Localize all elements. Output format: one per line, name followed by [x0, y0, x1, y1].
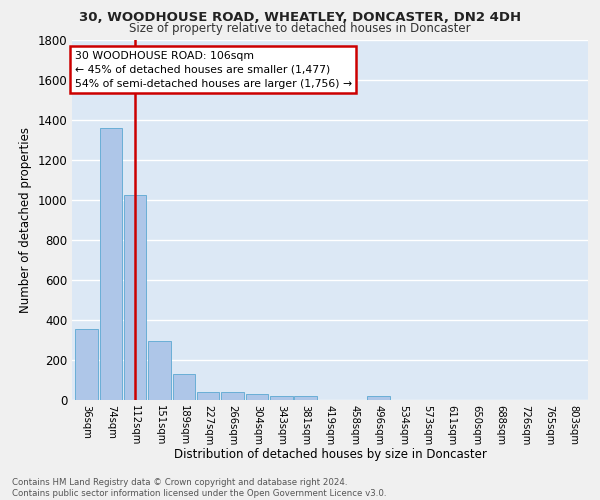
- Bar: [197, 392, 220, 400]
- Text: 30, WOODHOUSE ROAD, WHEATLEY, DONCASTER, DN2 4DH: 30, WOODHOUSE ROAD, WHEATLEY, DONCASTER,…: [79, 11, 521, 24]
- Bar: [173, 374, 195, 400]
- Bar: [246, 394, 268, 400]
- Bar: [76, 329, 98, 400]
- Text: Contains HM Land Registry data © Crown copyright and database right 2024.
Contai: Contains HM Land Registry data © Crown c…: [12, 478, 386, 498]
- Bar: [148, 341, 171, 400]
- Text: Size of property relative to detached houses in Doncaster: Size of property relative to detached ho…: [129, 22, 471, 35]
- X-axis label: Distribution of detached houses by size in Doncaster: Distribution of detached houses by size …: [173, 448, 487, 461]
- Bar: [124, 195, 146, 400]
- Bar: [221, 392, 244, 400]
- Bar: [295, 396, 317, 400]
- Text: 30 WOODHOUSE ROAD: 106sqm
← 45% of detached houses are smaller (1,477)
54% of se: 30 WOODHOUSE ROAD: 106sqm ← 45% of detac…: [74, 51, 352, 89]
- Y-axis label: Number of detached properties: Number of detached properties: [19, 127, 32, 313]
- Bar: [270, 396, 293, 400]
- Bar: [100, 128, 122, 400]
- Bar: [367, 396, 390, 400]
